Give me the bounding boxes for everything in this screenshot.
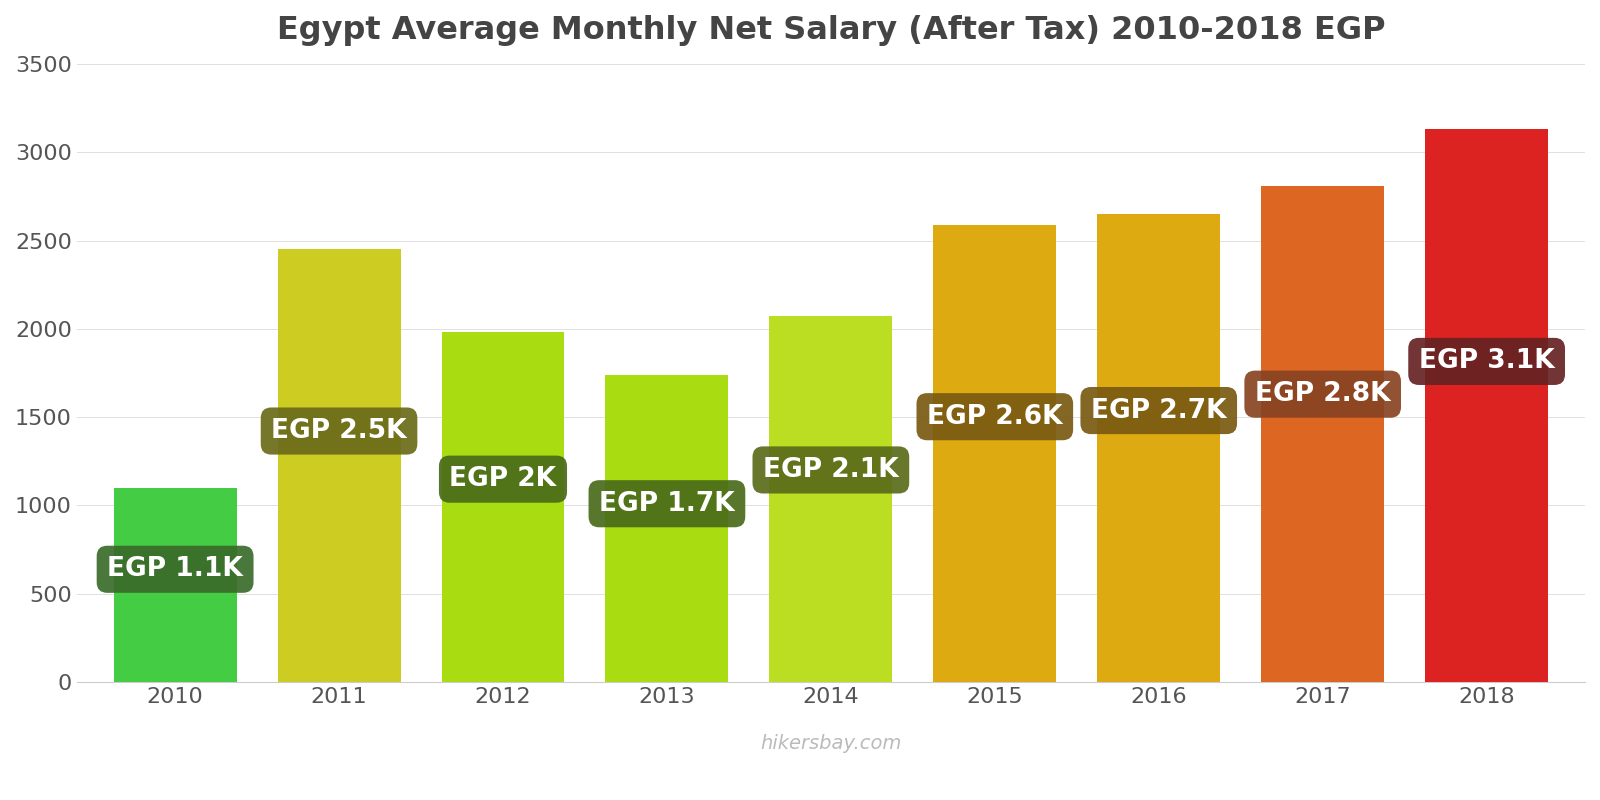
Text: EGP 2.5K: EGP 2.5K (272, 418, 406, 444)
Bar (605, 374, 728, 682)
Text: EGP 2K: EGP 2K (450, 466, 557, 492)
Text: EGP 3.1K: EGP 3.1K (1419, 349, 1555, 374)
Bar (114, 488, 237, 682)
Bar (770, 317, 893, 682)
Bar (277, 250, 400, 682)
Bar (933, 225, 1056, 682)
Bar (1261, 186, 1384, 682)
Bar (442, 332, 565, 682)
Bar (1098, 214, 1221, 682)
Text: EGP 2.1K: EGP 2.1K (763, 457, 899, 483)
Title: Egypt Average Monthly Net Salary (After Tax) 2010-2018 EGP: Egypt Average Monthly Net Salary (After … (277, 15, 1386, 46)
Text: EGP 2.6K: EGP 2.6K (926, 404, 1062, 430)
Text: hikersbay.com: hikersbay.com (760, 734, 901, 753)
Text: EGP 1.1K: EGP 1.1K (107, 556, 243, 582)
Text: EGP 2.7K: EGP 2.7K (1091, 398, 1227, 423)
Text: EGP 1.7K: EGP 1.7K (598, 490, 734, 517)
Bar (1426, 130, 1549, 682)
Text: EGP 2.8K: EGP 2.8K (1254, 381, 1390, 407)
